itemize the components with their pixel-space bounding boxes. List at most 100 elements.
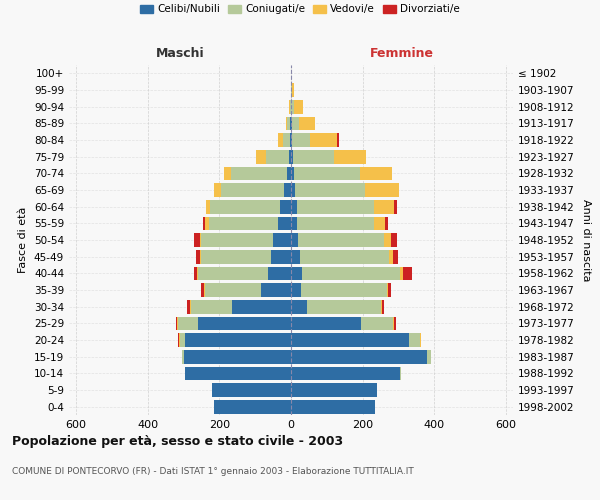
Bar [291,316,361,330]
Bar [291,150,293,164]
Text: Maschi: Maschi [155,47,205,60]
Bar [300,250,389,264]
Bar [299,116,315,130]
Bar [198,316,291,330]
Bar [292,133,310,147]
Bar [290,133,291,147]
Bar [178,333,179,347]
Y-axis label: Anni di nascita: Anni di nascita [581,198,591,281]
Bar [176,316,178,330]
Bar [271,250,291,264]
Bar [400,266,403,280]
Bar [391,233,397,247]
Bar [389,250,393,264]
Bar [283,133,290,147]
Bar [291,283,301,297]
Bar [295,183,365,197]
Bar [221,183,284,197]
Bar [334,150,366,164]
Bar [198,266,268,280]
Bar [380,300,382,314]
Bar [200,250,202,264]
Bar [427,350,431,364]
Bar [185,333,291,347]
Bar [232,300,291,314]
Bar [278,216,291,230]
Bar [310,133,337,147]
Bar [194,266,197,280]
Bar [202,250,271,264]
Bar [294,100,303,114]
Bar [205,283,260,297]
Bar [278,133,283,147]
Bar [374,216,385,230]
Bar [361,316,393,330]
Bar [211,200,280,213]
Bar [289,100,290,114]
Bar [266,150,289,164]
Bar [182,350,184,364]
Bar [268,266,291,280]
Bar [291,400,375,413]
Bar [205,216,209,230]
Bar [307,300,380,314]
Bar [294,166,360,180]
Bar [291,233,298,247]
Bar [231,166,287,180]
Bar [256,150,266,164]
Bar [291,300,307,314]
Bar [388,283,391,297]
Bar [293,150,334,164]
Bar [190,300,191,314]
Bar [287,116,290,130]
Bar [287,166,291,180]
Text: Popolazione per età, sesso e stato civile - 2003: Popolazione per età, sesso e stato civil… [12,435,343,448]
Bar [301,283,387,297]
Bar [403,266,412,280]
Bar [291,366,400,380]
Bar [292,116,299,130]
Bar [298,233,384,247]
Bar [179,333,180,347]
Bar [365,183,399,197]
Bar [284,183,291,197]
Bar [420,333,421,347]
Y-axis label: Fasce di età: Fasce di età [19,207,28,273]
Bar [291,333,409,347]
Bar [289,150,291,164]
Bar [202,233,273,247]
Bar [393,316,394,330]
Bar [291,266,302,280]
Bar [291,200,298,213]
Bar [291,350,427,364]
Bar [298,200,374,213]
Bar [203,216,205,230]
Bar [291,166,294,180]
Bar [184,350,291,364]
Bar [290,116,291,130]
Bar [291,100,294,114]
Bar [212,383,291,397]
Text: Femmine: Femmine [370,47,434,60]
Bar [280,200,291,213]
Bar [384,233,391,247]
Bar [291,183,295,197]
Bar [185,366,291,380]
Bar [202,283,205,297]
Bar [291,116,292,130]
Bar [409,333,420,347]
Bar [273,233,291,247]
Bar [400,366,401,380]
Bar [196,250,200,264]
Bar [394,200,397,213]
Bar [394,316,395,330]
Legend: Celibi/Nubili, Coniugati/e, Vedovi/e, Divorziati/e: Celibi/Nubili, Coniugati/e, Vedovi/e, Di… [136,0,464,18]
Bar [214,400,291,413]
Bar [290,100,291,114]
Bar [385,216,388,230]
Bar [197,266,198,280]
Bar [180,333,185,347]
Bar [209,216,278,230]
Bar [206,200,211,213]
Bar [224,166,231,180]
